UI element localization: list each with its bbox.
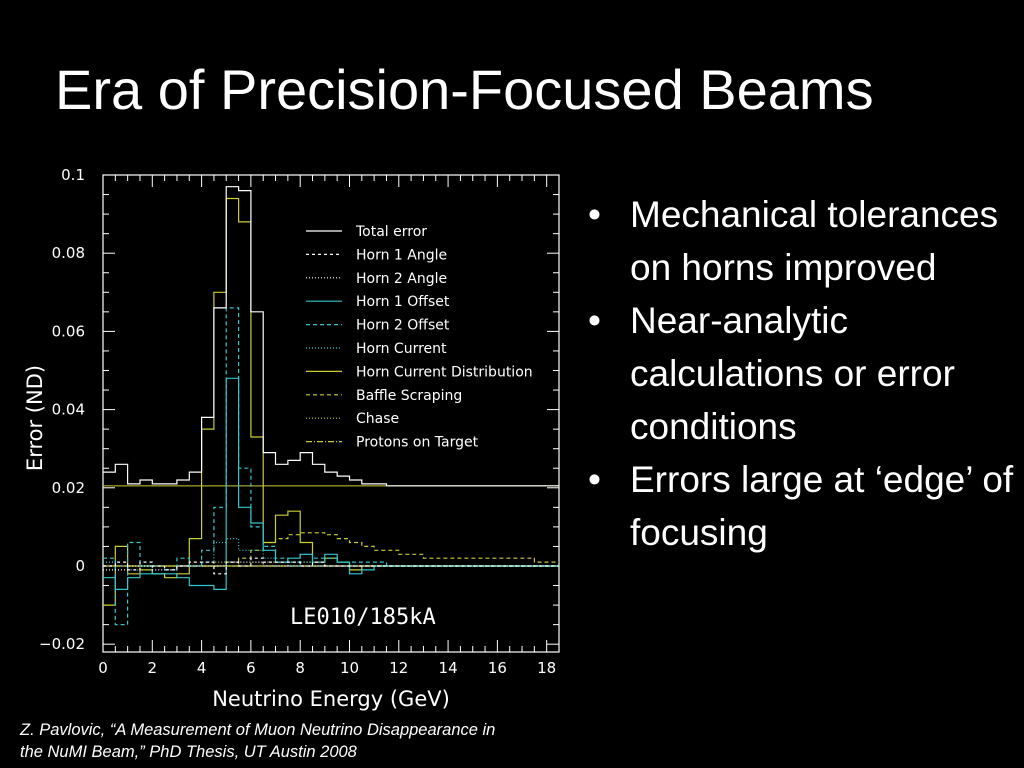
series-line xyxy=(103,197,559,606)
bullet-item: • Errors large at ‘edge’ of focusing xyxy=(588,453,1018,559)
legend-label: Horn 2 Angle xyxy=(356,271,447,287)
legend-label: Horn Current Distribution xyxy=(356,364,533,380)
y-tick-label: 0.06 xyxy=(52,322,85,340)
y-tick-label: 0.04 xyxy=(52,401,85,419)
bullet-glyph: • xyxy=(588,459,601,500)
citation-line: Z. Pavlovic, “A Measurement of Muon Neut… xyxy=(20,721,496,739)
x-tick-label: 18 xyxy=(537,659,556,677)
citation: Z. Pavlovic, “A Measurement of Muon Neut… xyxy=(20,719,620,763)
series-line xyxy=(103,557,559,575)
bullet-text: Mechanical tolerances on horns improved xyxy=(630,194,999,288)
legend-label: Chase xyxy=(356,411,399,427)
legend-label: Horn 2 Offset xyxy=(356,318,450,334)
plot-frame xyxy=(102,174,560,653)
x-tick-label: 12 xyxy=(389,659,408,677)
x-tick-label: 10 xyxy=(340,659,359,677)
x-axis-label: Neutrino Energy (GeV) xyxy=(212,687,450,711)
y-tick-label: 0.08 xyxy=(52,244,85,262)
citation-line: the NuMI Beam,” PhD Thesis, UT Austin 20… xyxy=(20,743,357,761)
x-tick-label: 0 xyxy=(98,659,108,677)
y-tick-label: −0.02 xyxy=(39,635,85,653)
series-line xyxy=(103,532,559,567)
x-tick-label: 2 xyxy=(148,659,158,677)
y-tick-label: 0.1 xyxy=(61,166,85,184)
legend-label: Total error xyxy=(355,224,427,240)
error-chart: 0 2 4 6 8 10 12 14 16 18 −0.02 0 0.02 0.04 0.06 0.08 0.1… xyxy=(23,166,560,711)
y-axis-label: Error (ND) xyxy=(23,365,47,471)
bullet-text: Errors large at ‘edge’ of focusing xyxy=(630,459,1014,553)
slide-title: Era of Precision-Focused Beams xyxy=(55,58,874,121)
series-line xyxy=(103,307,559,626)
legend-label: Horn 1 Angle xyxy=(356,247,447,263)
bullet-item: • Near-analytic calculations or error con… xyxy=(588,294,1018,453)
x-tick-label: 6 xyxy=(246,659,256,677)
series-line xyxy=(103,561,559,571)
bullet-item: • Mechanical tolerances on horns improved xyxy=(588,188,1018,294)
x-tick-label: 4 xyxy=(197,659,207,677)
legend-label: Horn Current xyxy=(356,341,447,357)
legend-label: Baffle Scraping xyxy=(356,388,462,404)
bullet-text: Near-analytic calculations or error cond… xyxy=(630,300,955,447)
bullet-glyph: • xyxy=(588,194,601,235)
y-tick-label: 0.02 xyxy=(52,479,85,497)
bullet-list: • Mechanical tolerances on horns improved… xyxy=(588,188,1018,559)
bullet-glyph: • xyxy=(588,300,601,341)
x-tick-label: 14 xyxy=(439,659,458,677)
legend-label: Protons on Target xyxy=(356,435,479,451)
x-tick-label: 16 xyxy=(488,659,507,677)
series-line xyxy=(103,186,559,487)
legend-label: Horn 1 Offset xyxy=(356,294,450,310)
y-tick-label: 0 xyxy=(75,557,85,575)
x-tick-label: 8 xyxy=(295,659,305,677)
annotation-label: LE010/185kA xyxy=(290,605,436,630)
